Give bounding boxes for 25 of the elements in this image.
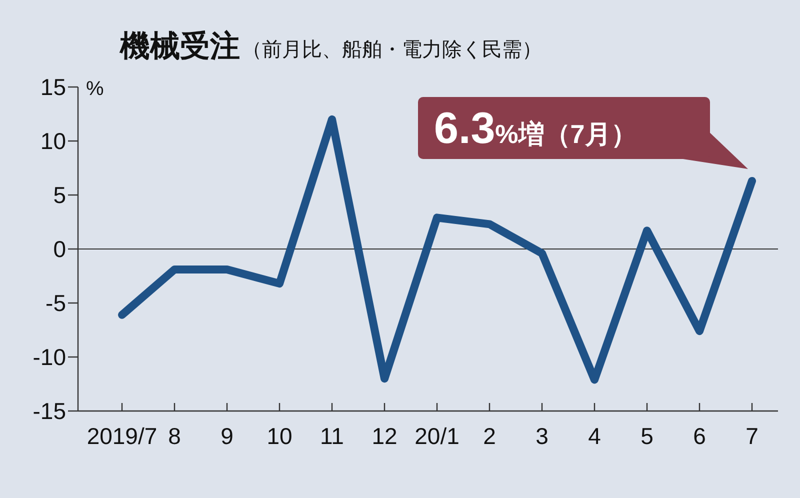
y-tick-label: 10 [40, 128, 66, 154]
y-tick-label: 0 [53, 236, 66, 262]
x-tick-label: 11 [320, 423, 344, 449]
x-tick-label: 20/1 [414, 423, 460, 449]
x-tick-label: 12 [372, 423, 398, 449]
annotation: 6.3%増（7月） [434, 104, 637, 153]
x-tick-label: 2019/7 [86, 423, 158, 449]
y-tick-label: 5 [53, 182, 66, 208]
x-tick-label: 8 [168, 423, 181, 449]
x-tick-label: 7 [746, 423, 758, 449]
chart-subtitle: （前月比、船舶・電力除く民需） [242, 39, 542, 61]
y-tick-label: -15 [32, 398, 66, 424]
x-tick-label: 6 [693, 423, 706, 449]
chart-title: 機械受注 [120, 30, 240, 63]
x-tick-label: 9 [220, 423, 234, 449]
x-tick-label: 10 [266, 423, 292, 449]
x-tick-label: 2 [483, 423, 496, 449]
x-tick-label: 3 [536, 423, 548, 449]
y-axis-title: % [86, 78, 104, 100]
callout: 6.3%増（7月） [418, 97, 748, 169]
x-tick-label: 5 [640, 423, 654, 449]
y-tick-label: -5 [46, 290, 66, 316]
x-tick-label: 4 [588, 423, 602, 449]
y-tick-label: 15 [40, 74, 66, 100]
y-tick-label: -10 [32, 344, 66, 370]
